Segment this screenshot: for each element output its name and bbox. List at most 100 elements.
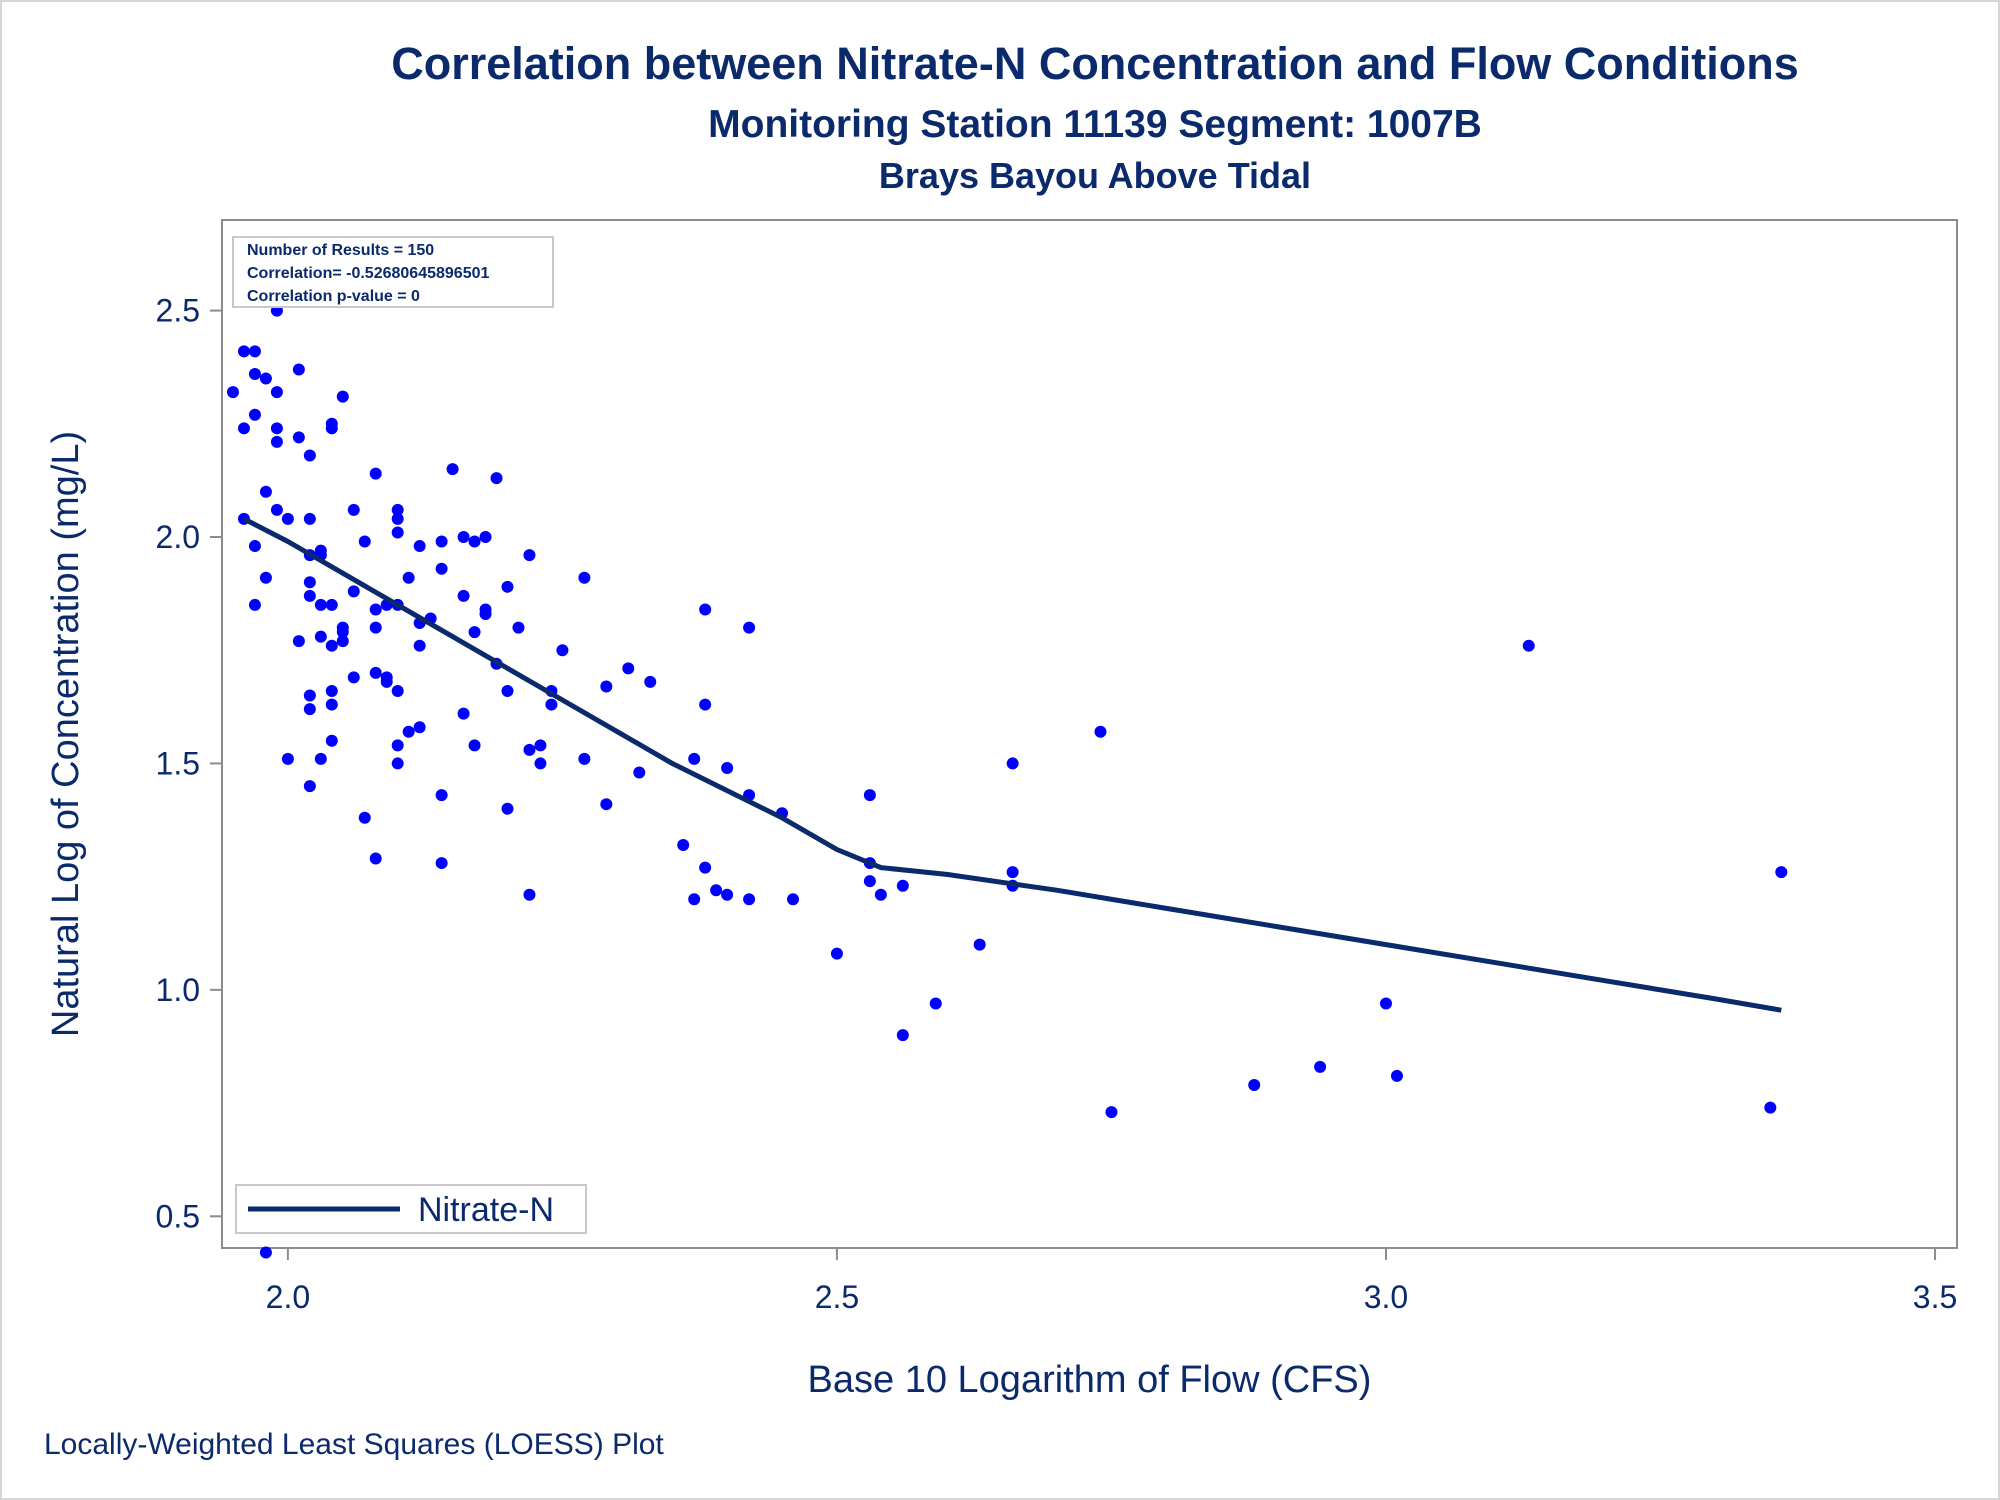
- data-point: [259, 485, 272, 498]
- data-point: [688, 752, 701, 765]
- data-point: [1775, 866, 1788, 879]
- data-point: [325, 598, 338, 611]
- x-tick-label: 2.5: [815, 1279, 859, 1315]
- x-tick-label: 2.0: [266, 1279, 310, 1315]
- data-point: [600, 798, 613, 811]
- data-point: [677, 838, 690, 851]
- legend-label: Nitrate-N: [418, 1191, 554, 1229]
- data-point: [248, 367, 261, 380]
- data-point: [721, 761, 734, 774]
- data-point: [523, 743, 536, 756]
- data-point: [1006, 866, 1019, 879]
- data-point: [369, 621, 382, 634]
- data-point: [1094, 725, 1107, 738]
- data-point: [973, 938, 986, 951]
- data-point: [303, 576, 316, 589]
- loess-line-group: [242, 516, 1782, 1013]
- data-point: [281, 512, 294, 525]
- scatter-points: [226, 241, 1788, 1259]
- data-point: [369, 852, 382, 865]
- data-point: [545, 698, 558, 711]
- data-point: [369, 467, 382, 480]
- stats-inset-box: [232, 236, 554, 308]
- data-point: [402, 571, 415, 584]
- data-point: [600, 680, 613, 693]
- data-point: [929, 997, 942, 1010]
- data-point: [1764, 1101, 1777, 1114]
- data-point: [325, 734, 338, 747]
- data-point: [248, 540, 261, 553]
- data-point: [248, 598, 261, 611]
- stats-p-value: Correlation p-value = 0: [247, 288, 420, 305]
- data-point: [292, 431, 305, 444]
- data-point: [413, 639, 426, 652]
- data-point: [699, 698, 712, 711]
- legend: Nitrate-N: [235, 1184, 587, 1234]
- data-point: [468, 626, 481, 639]
- data-point: [1105, 1106, 1118, 1119]
- data-point: [237, 345, 250, 358]
- chart-subtitle: Monitoring Station 11139 Segment: 1007B: [708, 103, 1482, 146]
- y-axis-title: Natural Log of Concentration (mg/L): [45, 431, 87, 1037]
- y-tick-label: 1.0: [156, 972, 200, 1008]
- axes: 2.0 2.5 3.0 3.5 0.5 1.0 1.5 2.0 2.5 Base 10 Logar…: [45, 219, 1958, 1401]
- chart-title: Correlation between Nitrate-N Concentrat…: [391, 38, 1799, 89]
- data-point: [336, 390, 349, 403]
- plot-area-border: [221, 219, 1958, 1249]
- data-point: [501, 580, 514, 593]
- data-point: [721, 888, 734, 901]
- data-point: [1248, 1078, 1261, 1091]
- data-point: [830, 947, 843, 960]
- data-point: [369, 603, 382, 616]
- data-point: [270, 386, 283, 399]
- data-point: [457, 707, 470, 720]
- data-point: [303, 589, 316, 602]
- data-point: [743, 621, 756, 634]
- data-point: [281, 752, 294, 765]
- data-point: [688, 893, 701, 906]
- data-point: [578, 752, 591, 765]
- data-point: [347, 671, 360, 684]
- data-point: [270, 422, 283, 435]
- data-point: [501, 802, 514, 815]
- data-point: [699, 861, 712, 874]
- data-point: [347, 503, 360, 516]
- data-point: [303, 512, 316, 525]
- data-point: [391, 512, 404, 525]
- data-point: [325, 422, 338, 435]
- stats-results-count: Number of Results = 150: [247, 242, 434, 259]
- data-point: [435, 789, 448, 802]
- data-point: [523, 549, 536, 562]
- footnote: Locally-Weighted Least Squares (LOESS) P…: [44, 1428, 664, 1461]
- data-point: [534, 757, 547, 770]
- data-point: [556, 644, 569, 657]
- data-point: [1314, 1060, 1327, 1073]
- data-point: [874, 888, 887, 901]
- data-point: [622, 662, 635, 675]
- data-point: [435, 562, 448, 575]
- stats-correlation: Correlation= -0.52680645896501: [247, 265, 489, 282]
- data-point: [490, 472, 503, 485]
- data-point: [325, 684, 338, 697]
- data-point: [391, 739, 404, 752]
- data-point: [699, 603, 712, 616]
- data-point: [534, 739, 547, 752]
- data-point: [479, 603, 492, 616]
- chart-subtitle-location: Brays Bayou Above Tidal: [878, 155, 1312, 196]
- data-point: [358, 811, 371, 824]
- data-point: [896, 879, 909, 892]
- data-point: [292, 635, 305, 648]
- data-point: [1379, 997, 1392, 1010]
- data-point: [1522, 639, 1535, 652]
- data-point: [259, 372, 272, 385]
- data-point: [710, 884, 723, 897]
- data-point: [347, 585, 360, 598]
- data-point: [413, 540, 426, 553]
- data-point: [435, 535, 448, 548]
- data-point: [237, 422, 250, 435]
- data-point: [380, 671, 393, 684]
- stats-inset: Number of Results = 150 Correlation= -0.…: [232, 236, 554, 308]
- data-point: [259, 1246, 272, 1259]
- data-point: [314, 630, 327, 643]
